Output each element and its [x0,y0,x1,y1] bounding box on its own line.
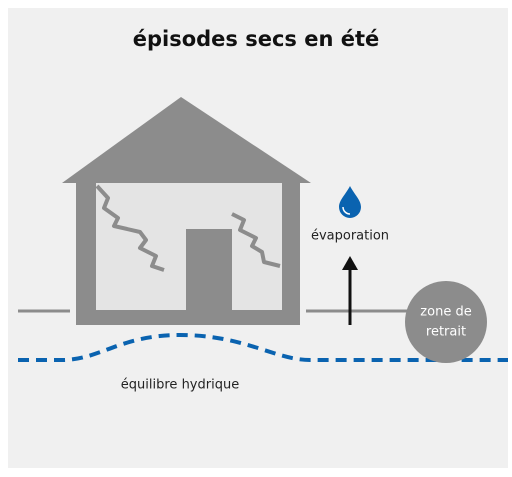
door [186,229,232,310]
zone-label: retrait [426,325,466,340]
evaporation-label: évaporation [311,229,389,244]
equilibrium-label: équilibre hydrique [121,378,239,393]
zone-label: zone de [420,305,471,320]
zone-circle [405,281,487,363]
diagram: épisodes secs en été évaporation équilib… [0,0,512,477]
title: épisodes secs en été [133,27,380,51]
